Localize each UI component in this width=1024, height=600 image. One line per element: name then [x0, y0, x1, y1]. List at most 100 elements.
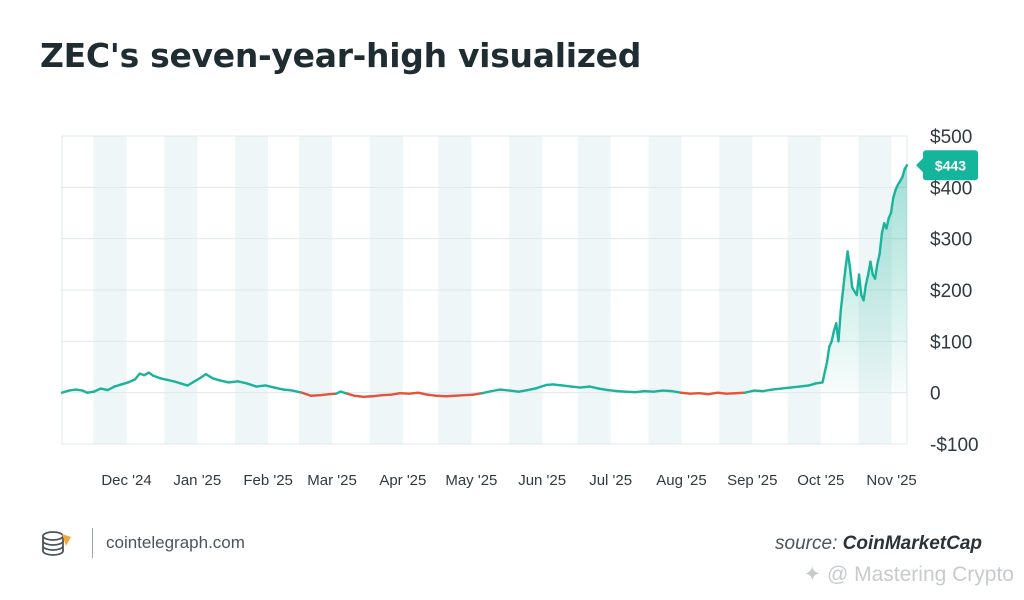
price-line-segment [291, 389, 303, 394]
price-line-segment [798, 384, 810, 388]
y-tick-label: $500 [930, 127, 972, 148]
price-line-segment [508, 389, 520, 393]
price-line-segment [462, 393, 475, 397]
price-line-segment [264, 384, 276, 389]
price-line-segment [535, 383, 548, 390]
price-line-segment [606, 388, 619, 393]
price-line-segment [371, 394, 383, 398]
price-line-segment [435, 394, 447, 398]
price-line-segment [869, 260, 874, 276]
price-line-segment [398, 391, 411, 395]
y-tick-label: 0 [930, 384, 941, 405]
price-line-segment [878, 232, 884, 256]
price-line-segment [490, 388, 502, 393]
price-line-segment [186, 380, 196, 387]
price-line-segment [780, 386, 792, 390]
x-tick-label: Jul '25 [589, 472, 632, 489]
rally-area-fill [822, 165, 907, 393]
price-line-segment [551, 383, 564, 387]
price-line-segment [218, 379, 230, 384]
price-line-segment [846, 250, 852, 269]
x-tick-label: Feb '25 [243, 472, 293, 489]
price-line-segment [471, 391, 484, 396]
price-line-segment [707, 391, 719, 396]
price-line-segment [204, 372, 214, 380]
price-line-segment [789, 385, 801, 389]
x-tick-label: Nov '25 [866, 472, 916, 489]
price-line-segment [862, 283, 868, 302]
price-line-segment [236, 380, 249, 385]
price-line-segment [300, 391, 313, 397]
price-line-segment [697, 391, 710, 396]
price-line-segment [282, 388, 294, 392]
y-tick-label: $400 [930, 178, 972, 199]
price-line-segment [643, 389, 655, 393]
source-name: CoinMarketCap [842, 533, 982, 554]
source-prefix: source: [775, 533, 838, 554]
price-line-segment [652, 389, 664, 393]
price-line-segment [92, 387, 103, 393]
price-line-segment [318, 393, 331, 397]
price-line-segment [889, 196, 895, 215]
price-line-segment [389, 391, 402, 396]
price-line-segment [444, 394, 457, 398]
price-line-segment [254, 384, 267, 388]
x-tick-label: May '25 [445, 472, 497, 489]
price-line-segment [839, 288, 845, 312]
y-tick-label: $300 [930, 230, 972, 251]
price-line-segment [426, 393, 438, 397]
x-tick-label: Jun '25 [518, 472, 566, 489]
x-tick-label: Aug '25 [656, 472, 706, 489]
cointelegraph-logo [42, 531, 71, 556]
y-tick-label: -$100 [930, 435, 979, 456]
price-line-segment [771, 387, 783, 391]
price-line-segment [670, 389, 683, 394]
price-line-segment [892, 188, 897, 199]
price-line-segment [127, 378, 137, 384]
price-line-segment [725, 391, 737, 395]
price-line-segment [481, 389, 493, 395]
price-line-segment [417, 391, 429, 396]
x-tick-label: Mar '25 [307, 472, 357, 489]
price-line-segment [579, 385, 591, 389]
price-badge-pointer [916, 157, 924, 174]
source-credit: source: CoinMarketCap [775, 533, 982, 555]
y-tick-label: $200 [930, 281, 972, 302]
footer-divider [92, 528, 93, 558]
x-tick-label: Apr '25 [379, 472, 426, 489]
price-line-segment [837, 309, 842, 343]
price-line-segment [353, 394, 365, 398]
price-line-segment [825, 345, 831, 364]
price-line-segment [761, 388, 774, 393]
price-line-segment [517, 388, 530, 393]
price-line-segment [560, 384, 573, 388]
price-line-segment [499, 388, 511, 392]
y-tick-label: $100 [930, 332, 972, 353]
price-line-segment [876, 252, 881, 266]
price-line-segment [407, 391, 420, 395]
price-line-segment [193, 376, 203, 383]
price-line-segment [453, 394, 466, 397]
price-line-segment [615, 389, 628, 393]
current-price-badge [923, 150, 978, 181]
footer-site-url[interactable]: cointelegraph.com [106, 533, 245, 552]
price-line-segment [830, 329, 836, 343]
price-line-segment [588, 385, 600, 390]
price-line-segment [106, 385, 116, 392]
price-line-segment [885, 216, 890, 230]
price-line-segment [624, 390, 637, 394]
price-line-segment [309, 394, 322, 397]
price-line-segment [227, 380, 240, 384]
price-line-segment [841, 268, 847, 292]
x-tick-label: Jan '25 [173, 472, 221, 489]
price-line-segment [679, 391, 692, 395]
price-line-segment [380, 393, 393, 397]
price-line-segment [734, 391, 747, 395]
price-line-segment [688, 391, 701, 395]
price-line-segment [716, 391, 728, 395]
price-line-segment [526, 386, 539, 392]
price-line-segment [821, 370, 826, 384]
price-line-segment [570, 385, 582, 389]
price-line-segment [133, 372, 141, 381]
